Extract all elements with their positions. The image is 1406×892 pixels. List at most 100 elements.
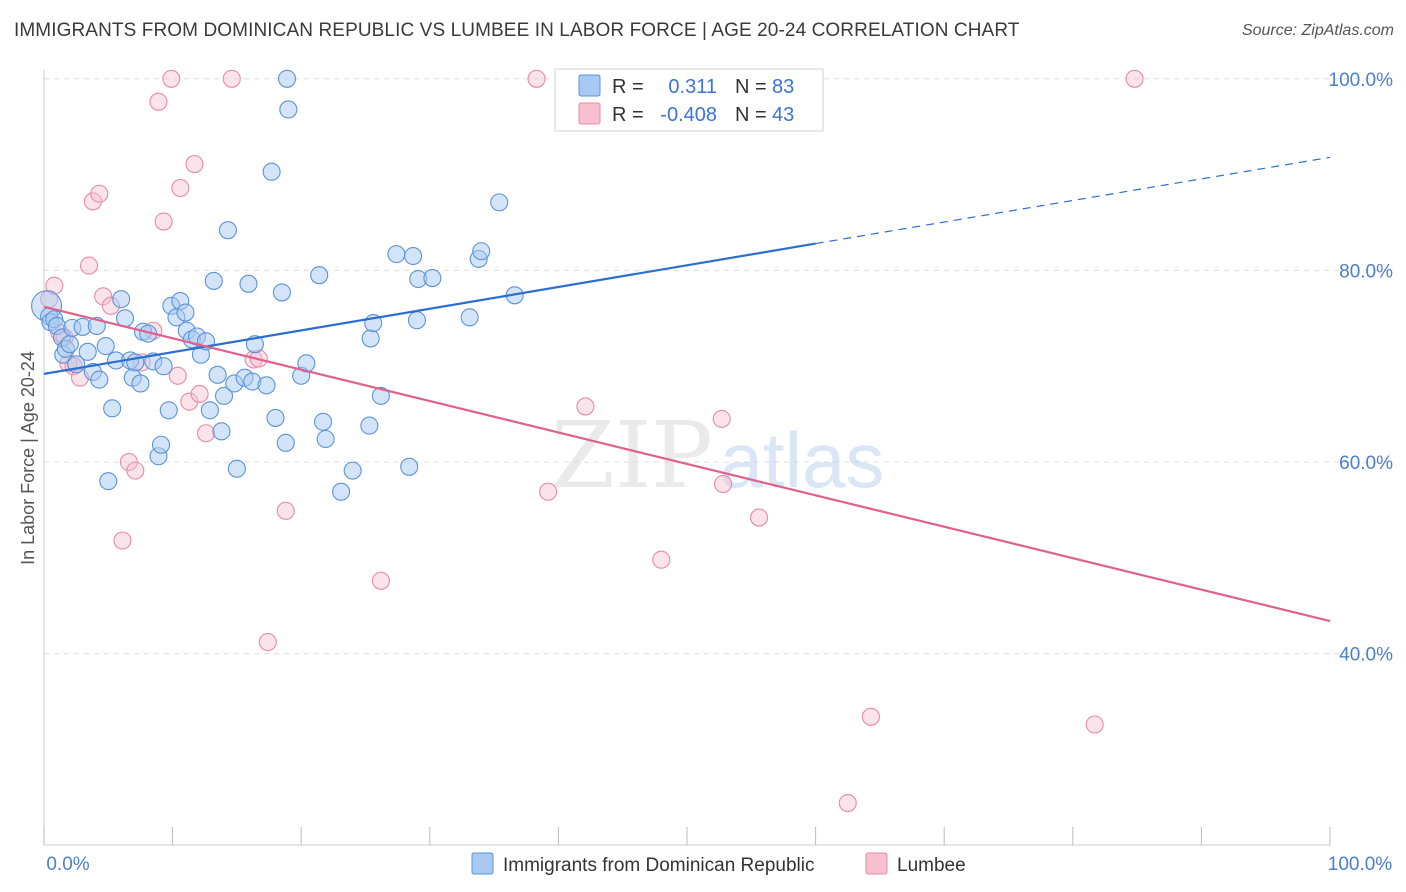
lumbee-point xyxy=(652,550,671,569)
dominican-point xyxy=(460,308,479,327)
lumbee-point xyxy=(126,461,145,480)
source-credit: Source: ZipAtlas.com xyxy=(1241,22,1394,39)
dominican-point xyxy=(279,100,298,119)
watermark-atlas: atlas xyxy=(720,416,885,504)
dominican-point xyxy=(159,401,178,420)
lumbee-point xyxy=(90,184,109,203)
lumbee-point xyxy=(539,482,558,501)
trend-lines xyxy=(43,156,1331,623)
lumbee-point xyxy=(94,287,113,306)
lumbee-point xyxy=(576,397,595,416)
legend-swatch-blue xyxy=(578,74,601,97)
lumbee-point xyxy=(1125,69,1144,88)
x-tick-labels: 0.0% 100.0% xyxy=(46,854,1392,875)
dominican-point xyxy=(262,162,281,181)
x-tick-label: 100.0% xyxy=(1328,854,1393,875)
lumbee-point xyxy=(838,793,857,813)
legend-r-value-blue: 0.311 xyxy=(668,76,717,98)
dominican-point xyxy=(272,283,291,302)
watermark: ZIP atlas xyxy=(551,402,884,509)
lumbee-point xyxy=(861,707,880,726)
watermark-zip: ZIP xyxy=(551,402,713,509)
x-tick-label: 0.0% xyxy=(46,854,89,875)
dominican-point xyxy=(257,376,276,395)
lumbee-point xyxy=(749,508,769,527)
lumbee-point xyxy=(276,501,295,520)
lumbee-point xyxy=(371,571,390,590)
lumbee-point xyxy=(222,69,241,88)
legend-r-label-blue: R = xyxy=(612,76,644,98)
dominican-point xyxy=(387,245,406,264)
dominican-point xyxy=(400,457,419,476)
lumbee-point xyxy=(113,531,132,550)
dominican-point xyxy=(361,329,380,348)
legend-r-label-pink: R = xyxy=(612,104,644,126)
dominican-point xyxy=(266,408,285,427)
y-axis-label: In Labor Force | Age 20-24 xyxy=(18,351,38,565)
lumbee-point xyxy=(527,69,546,88)
lumbee-point xyxy=(190,384,209,404)
y-tick-labels: 40.0% 60.0% 80.0% 100.0% xyxy=(1329,70,1394,666)
dominican-point xyxy=(208,365,227,384)
series-legend: Immigrants from Dominican Republic Lumbe… xyxy=(471,852,966,876)
dominican-point xyxy=(423,269,442,288)
dominican-point xyxy=(154,357,173,376)
dominican-point xyxy=(343,461,362,480)
y-tick-label: 100.0% xyxy=(1329,70,1394,91)
lumbee-point xyxy=(196,424,216,443)
dominican-point xyxy=(200,401,219,420)
legend-n-label-blue: N = xyxy=(735,76,767,98)
dominican-trend-line xyxy=(43,242,816,375)
lumbee-point xyxy=(154,212,173,231)
lumbee-point xyxy=(180,392,199,411)
lumbee-point xyxy=(83,192,102,211)
lumbee-point xyxy=(1085,715,1104,734)
legend-n-label-pink: N = xyxy=(735,104,767,126)
dominican-point xyxy=(404,246,423,266)
dominican-point xyxy=(78,342,97,361)
dominican-point xyxy=(314,412,333,431)
dominican-point xyxy=(96,337,115,356)
chart-title: IMMIGRANTS FROM DOMINICAN REPUBLIC VS LU… xyxy=(14,20,1020,41)
lumbee-point xyxy=(258,633,277,652)
dominican-point xyxy=(176,303,195,322)
dominican-point xyxy=(112,290,131,309)
dominican-point xyxy=(103,399,122,418)
lumbee-point xyxy=(713,474,733,494)
dominican-point xyxy=(239,274,258,293)
dominican-point xyxy=(90,370,109,389)
dominican-point xyxy=(276,433,295,452)
legend-r-value-pink: -0.408 xyxy=(660,104,717,126)
dominican-point xyxy=(472,242,491,261)
stats-legend: R = 0.311 N = 83 R = -0.408 N = 43 xyxy=(554,68,824,132)
legend-swatch-pink xyxy=(578,102,601,125)
dominican-points xyxy=(31,69,524,501)
dominican-point xyxy=(310,266,329,285)
legend-n-value-pink: 43 xyxy=(772,104,794,126)
dominican-point xyxy=(371,386,390,405)
series-legend-swatch-dominican xyxy=(471,852,494,875)
dominican-point xyxy=(214,386,234,405)
lumbee-point xyxy=(149,92,168,111)
lumbee-point xyxy=(79,256,99,275)
dominican-point xyxy=(204,271,223,290)
dominican-point xyxy=(99,472,118,491)
dominican-point xyxy=(212,422,231,441)
dominican-point xyxy=(151,435,171,454)
dominican-point xyxy=(227,459,246,478)
lumbee-point xyxy=(171,178,190,198)
lumbee-point xyxy=(712,409,731,428)
dominican-point xyxy=(218,221,237,240)
series-legend-label-lumbee: Lumbee xyxy=(897,855,966,876)
dominican-trend-extension xyxy=(815,156,1331,245)
dominican-point xyxy=(60,335,79,354)
dominican-point xyxy=(407,311,426,330)
dominican-point xyxy=(278,69,297,88)
series-legend-swatch-lumbee xyxy=(865,852,888,875)
lumbee-point xyxy=(162,69,181,88)
y-tick-label: 40.0% xyxy=(1339,645,1393,666)
lumbee-point xyxy=(168,366,187,385)
lumbee-point xyxy=(185,155,204,174)
dominican-point xyxy=(360,416,379,435)
